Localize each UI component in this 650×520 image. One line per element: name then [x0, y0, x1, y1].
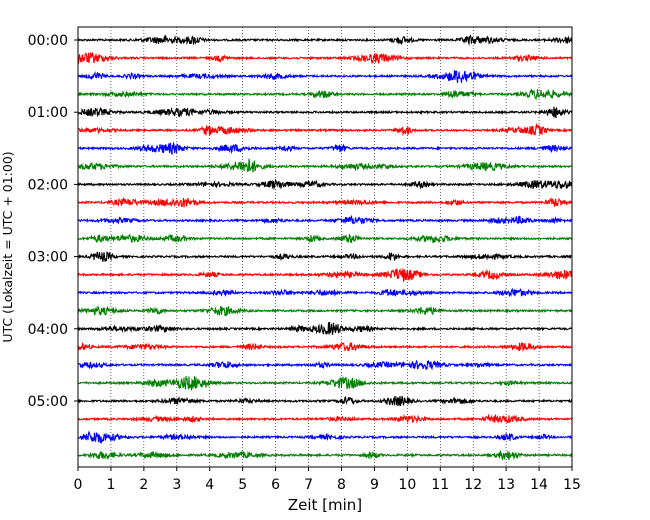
trace-4	[77, 106, 573, 118]
trace-3	[77, 88, 573, 101]
x-tick-label-0: 0	[74, 477, 83, 493]
trace-14	[77, 287, 573, 297]
x-tick-label-15: 15	[563, 477, 581, 493]
y-tick-label-04:00: 04:00	[28, 322, 68, 338]
x-tick-label-2: 2	[139, 477, 148, 493]
trace-10	[77, 214, 573, 225]
trace-22	[77, 430, 573, 444]
x-axis-label: Zeit [min]	[288, 496, 362, 514]
x-tick-label-9: 9	[370, 477, 379, 493]
x-tick-label-5: 5	[238, 477, 247, 493]
y-axis-ticks: 00:00 01:00 02:00 03:00 04:00 05:00	[28, 33, 78, 410]
y-axis-label: UTC (Lokalzeit = UTC + 01:00)	[0, 151, 15, 342]
trace-6	[77, 141, 573, 156]
trace-5	[77, 122, 572, 137]
x-tick-label-13: 13	[497, 477, 515, 493]
x-tick-label-11: 11	[431, 477, 449, 493]
trace-20	[77, 395, 573, 407]
trace-23	[77, 450, 573, 461]
trace-11	[77, 233, 573, 244]
trace-0	[77, 34, 573, 46]
trace-15	[77, 305, 573, 317]
x-tick-label-12: 12	[464, 477, 482, 493]
x-tick-label-14: 14	[530, 477, 548, 493]
trace-18	[77, 359, 573, 371]
x-axis-ticks: 0 1 2 3 4 5 6 7 8 9 10 11 12 13 14 15	[74, 467, 581, 493]
x-tick-label-3: 3	[172, 477, 181, 493]
trace-13	[77, 267, 573, 283]
y-tick-label-00:00: 00:00	[28, 33, 68, 49]
trace-12	[77, 251, 573, 263]
x-tick-label-6: 6	[271, 477, 280, 493]
x-tick-label-7: 7	[304, 477, 313, 493]
trace-7	[77, 158, 573, 173]
plot-frame	[77, 26, 573, 468]
trace-8	[77, 178, 573, 191]
y-tick-label-05:00: 05:00	[28, 394, 68, 410]
x-tick-label-8: 8	[337, 477, 346, 493]
trace-21	[77, 413, 573, 424]
trace-2	[77, 70, 573, 84]
trace-1	[77, 51, 573, 65]
trace-17	[77, 342, 573, 352]
x-tick-label-4: 4	[205, 477, 214, 493]
y-tick-label-03:00: 03:00	[28, 250, 68, 266]
y-tick-label-01:00: 01:00	[28, 105, 68, 121]
trace-9	[77, 196, 573, 208]
vertical-gridlines	[110, 27, 540, 467]
trace-16	[77, 322, 573, 335]
trace-19	[77, 376, 573, 391]
x-tick-label-10: 10	[398, 477, 416, 493]
seismic-traces	[77, 34, 573, 461]
x-tick-label-1: 1	[106, 477, 115, 493]
y-tick-label-02:00: 02:00	[28, 177, 68, 193]
